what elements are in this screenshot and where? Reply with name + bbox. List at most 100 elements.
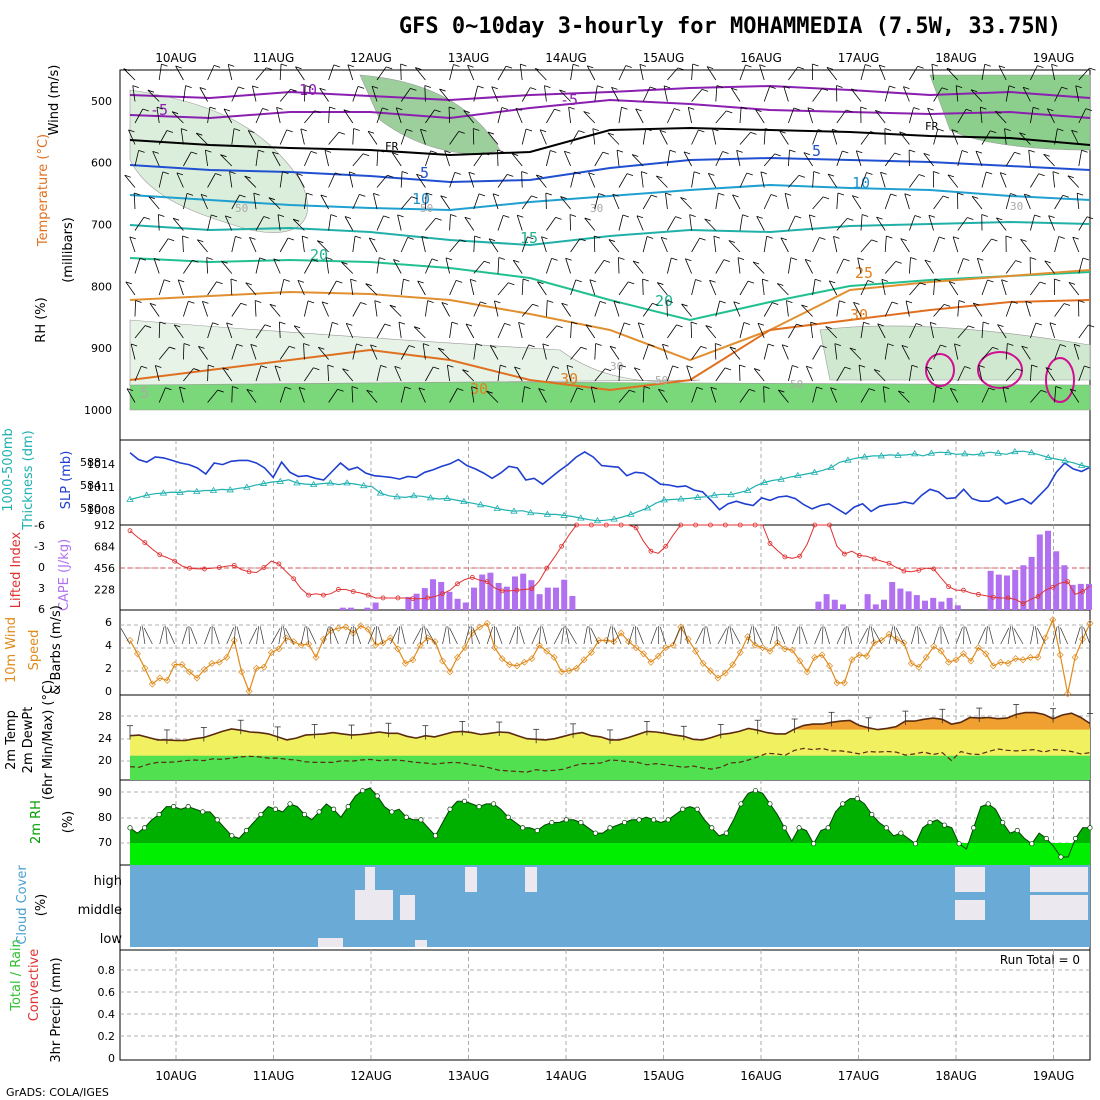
thickness-marker [259, 479, 268, 486]
wind-barb-flag [742, 214, 749, 218]
wind-barb-flag [745, 64, 752, 68]
wind-barb [834, 343, 838, 360]
wind-barb [497, 257, 500, 274]
wind-barb-flag [517, 214, 524, 218]
rh-tick: 70 [98, 836, 112, 849]
wind-barb [618, 173, 628, 188]
wind-barb-10m [426, 628, 436, 645]
wind-speed-marker [803, 668, 811, 676]
panel-label-slp: SLP (mb) [59, 451, 74, 510]
wind-barb [279, 346, 290, 360]
temp-contour-35-1 [977, 351, 1023, 389]
wind-barb-flag [310, 151, 318, 154]
wind-barb [221, 260, 233, 274]
wind-barb-10m [955, 627, 963, 645]
wind-barb [585, 324, 596, 339]
wind-barb-flag [1058, 236, 1065, 239]
wind-barb-flag [680, 197, 687, 200]
wind-barb-flag [427, 300, 434, 304]
wind-speed-marker [669, 641, 677, 649]
cloud-clear-gap [955, 900, 985, 920]
panel-label-rh: 2m RH [29, 800, 44, 844]
panel-label-rh: (%) [61, 811, 76, 834]
wind-barb-flag [397, 214, 404, 218]
wind-barb [343, 109, 354, 124]
wind-speed-marker [461, 644, 469, 652]
wind-barb [398, 322, 402, 339]
temp-contour-label: 30 [560, 370, 578, 388]
wind-barb [497, 215, 504, 231]
wind-barb-flag [400, 63, 407, 67]
rh-point [621, 819, 628, 826]
wind-barb-10m [942, 626, 949, 645]
wind-barb [909, 323, 917, 339]
wind-barb [594, 151, 604, 167]
wind-barb-10m [278, 626, 283, 645]
wind-barb [957, 109, 967, 124]
wind-barb [175, 65, 184, 81]
wind-barb [488, 238, 499, 253]
wind-barb-flag [139, 257, 147, 261]
wind-speed-marker [394, 645, 402, 653]
thickness-marker [510, 507, 518, 514]
wind-barb [497, 282, 509, 296]
wind-barb-flag [552, 366, 560, 369]
wind-barb-flag [156, 106, 164, 110]
wind-barb-flag [685, 258, 692, 262]
lifted-index-point [797, 553, 803, 559]
wind-barb [1024, 194, 1031, 210]
wind-barb-flag [551, 257, 558, 261]
wind-barb-flag [228, 64, 235, 67]
cape-bar [1077, 583, 1084, 610]
wind-barb-flag [289, 345, 296, 349]
wind-barb-flag [616, 149, 624, 153]
wind-barb [207, 389, 218, 403]
thickness-marker [326, 479, 335, 486]
wind-barb-flag [726, 110, 733, 114]
wind-barb-flag [181, 128, 188, 132]
wind-barb [565, 258, 571, 274]
wind-barb-flag [849, 347, 857, 351]
wind-speed-marker [610, 638, 618, 646]
wind-barb-10m [1058, 626, 1061, 645]
wind-barb-10m [518, 626, 525, 645]
wind-barb-flag [507, 174, 514, 177]
wind-barb-flag [148, 196, 156, 200]
wind-barb-flag [324, 150, 332, 153]
wind-barb-flag [463, 110, 470, 113]
cloud-clear-gap [465, 867, 477, 892]
wind-barb [395, 107, 402, 124]
rh-point [840, 801, 846, 807]
wind-barb-flag [853, 301, 860, 305]
wind-barb-flag [880, 171, 887, 175]
panel-label-cloud: Cloud Cover [15, 865, 30, 945]
wind-speed-marker [974, 644, 982, 652]
date-label-top: 13AUG [448, 51, 490, 65]
wind-barb-10m [375, 626, 377, 645]
wind-barb-flag [604, 368, 612, 372]
wind-speed-marker [297, 641, 305, 649]
date-label-top: 19AUG [1033, 51, 1075, 65]
wind-barb [594, 301, 601, 317]
wind-barb-10m [917, 626, 920, 645]
wind-barb-flag [318, 346, 325, 350]
wind-barb-flag [891, 301, 899, 305]
lifted-index-point [827, 522, 832, 528]
wind-barb [849, 347, 862, 360]
wind-barb [472, 128, 475, 145]
lifted-index-point [202, 566, 207, 572]
wind-barb [933, 128, 939, 145]
wind-barb-flag [937, 128, 944, 132]
lifted-tick: -6 [34, 519, 45, 532]
wind-barb-10m [918, 627, 927, 645]
wind-barb [245, 282, 257, 296]
wind-barb [633, 367, 644, 382]
wind-barb-10m [259, 626, 265, 645]
rh-point [912, 841, 919, 847]
wind-barb [877, 323, 886, 339]
thickness-marker [159, 489, 168, 496]
wind-barb-flag [320, 194, 327, 198]
wind-barb-flag [857, 257, 864, 261]
wind-barb [1054, 344, 1061, 360]
wind-barb-flag [981, 214, 988, 217]
